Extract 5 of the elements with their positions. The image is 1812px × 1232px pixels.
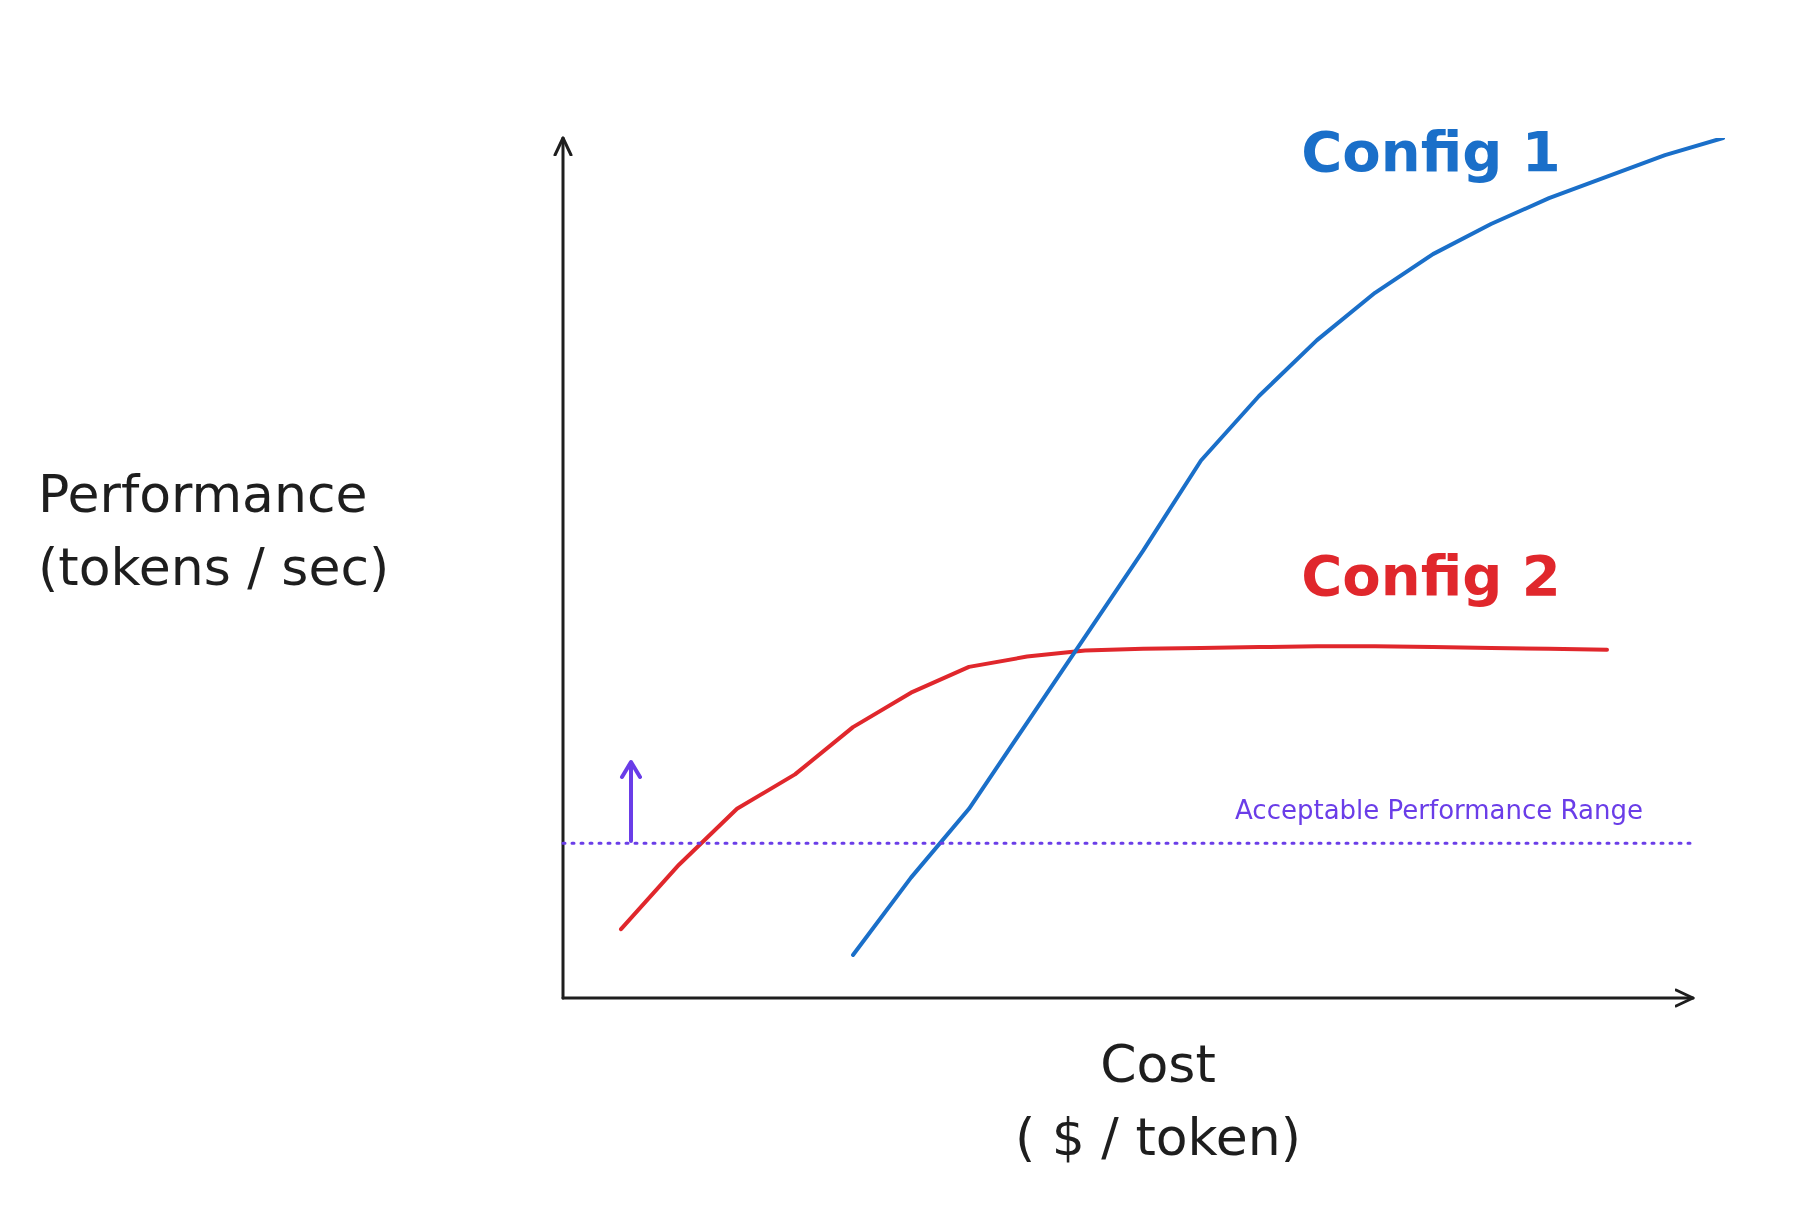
x-axis-title: Cost ( $ / token) <box>1013 1033 1303 1169</box>
series-label: Config 1 <box>1301 118 1561 184</box>
y-axis-title: Performance (tokens / sec) <box>38 463 390 599</box>
series-label: Config 2 <box>1301 542 1561 608</box>
ref-line-label: Acceptable Performance Range <box>1235 794 1643 825</box>
